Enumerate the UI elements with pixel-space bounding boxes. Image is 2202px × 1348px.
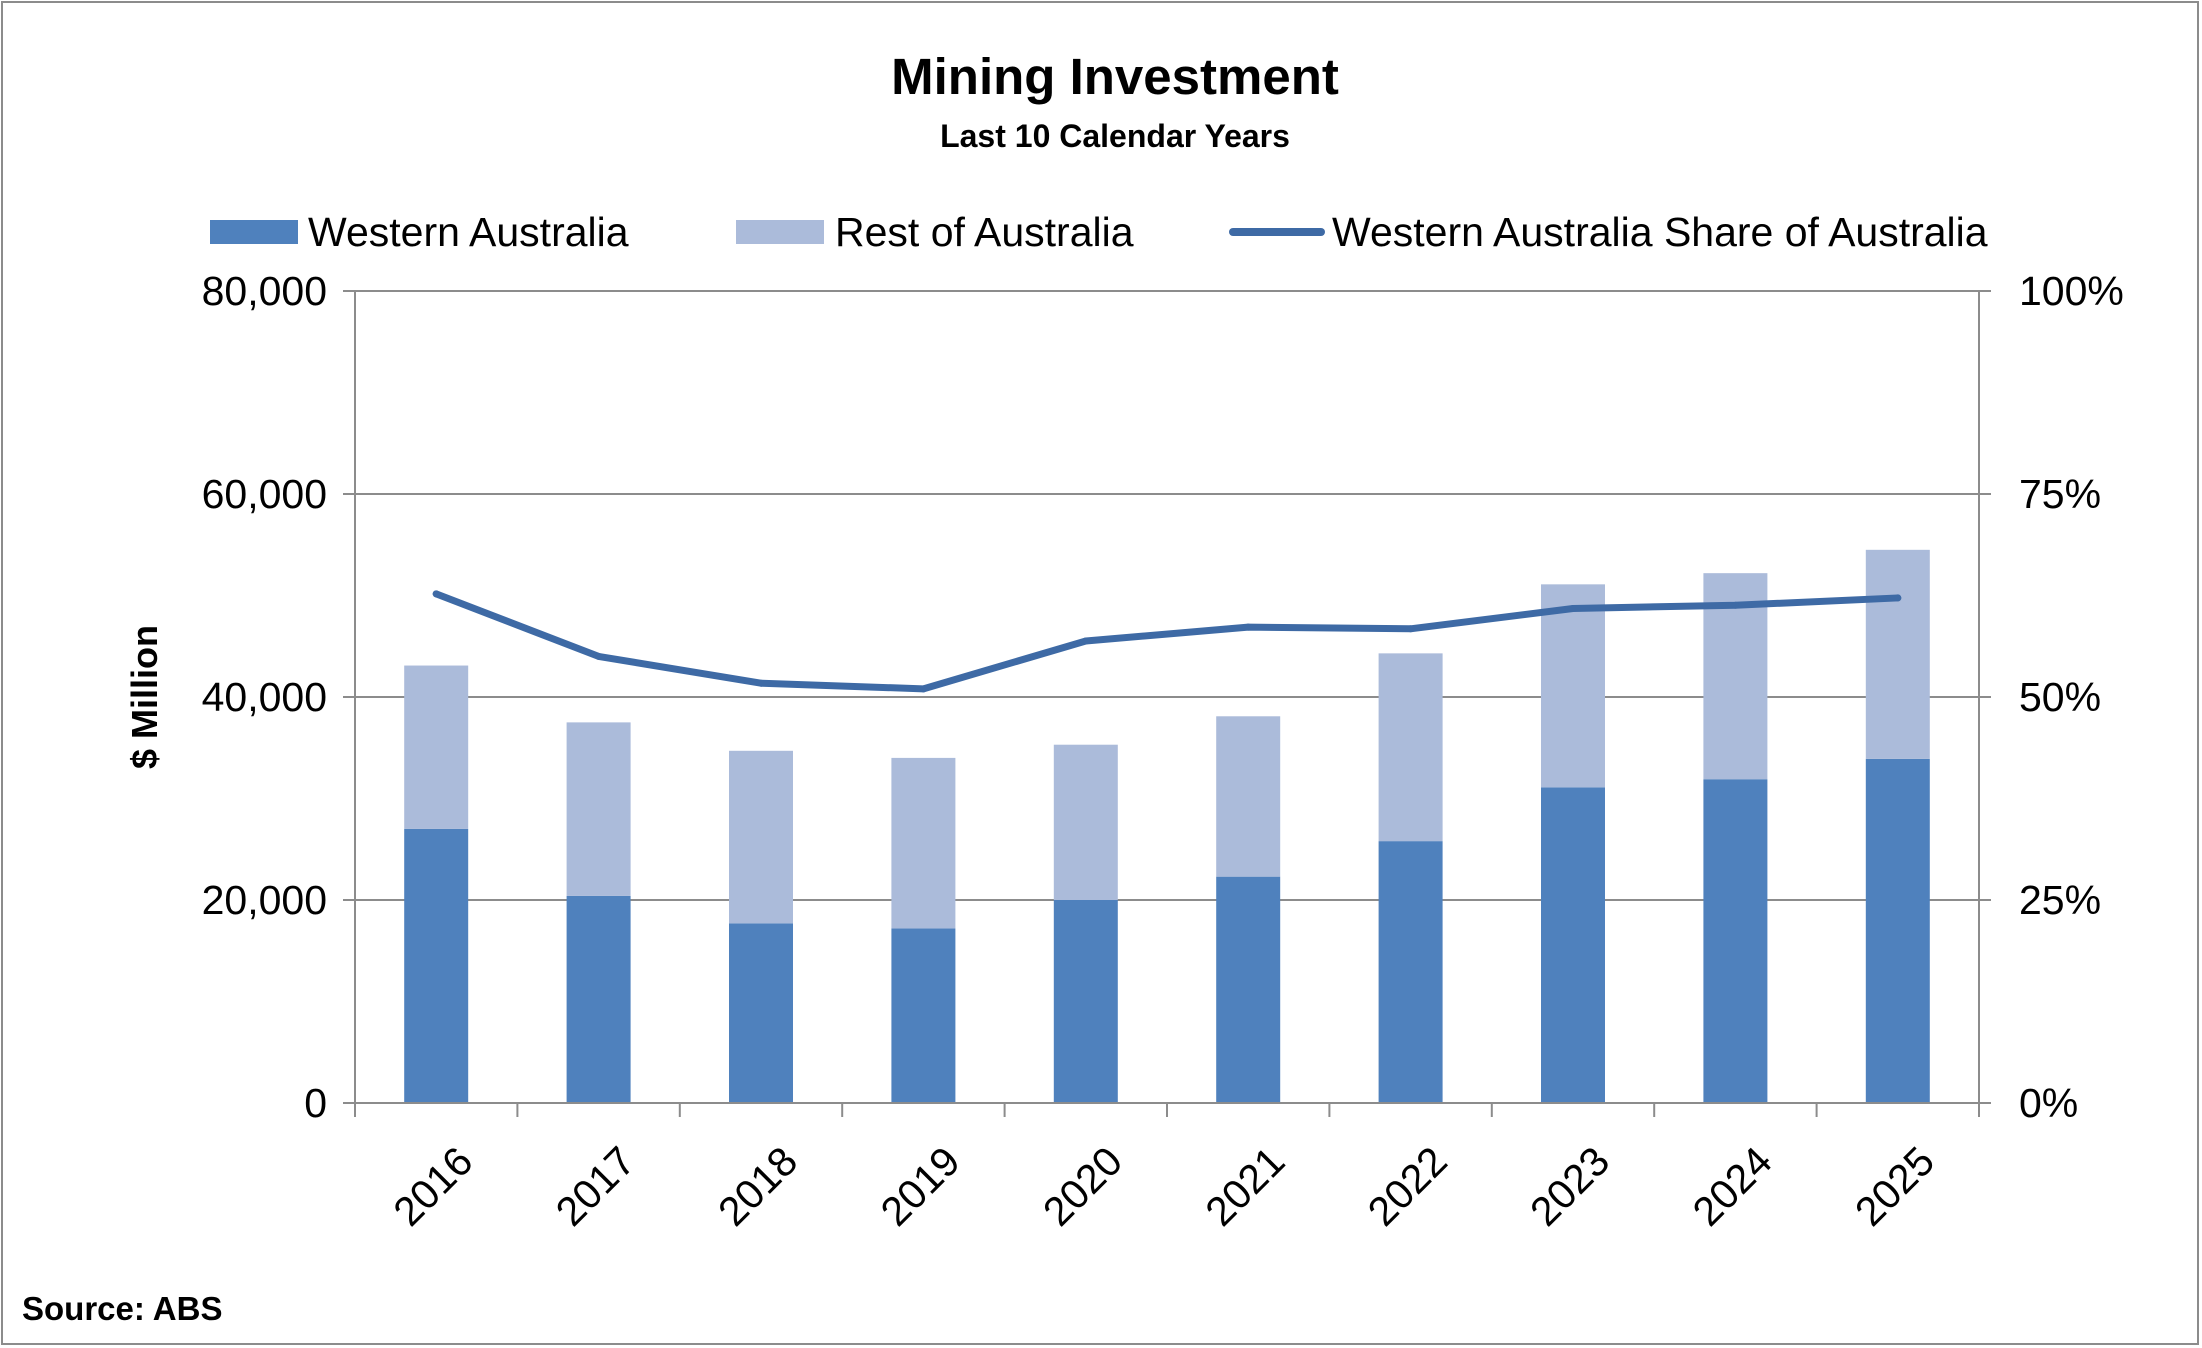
share-line bbox=[432, 590, 1902, 693]
legend-rest-of-australia-swatch bbox=[736, 220, 824, 244]
share-point-2021 bbox=[1244, 623, 1252, 631]
y2-axis-ticks: 0% 25% 50% 75% 100% bbox=[2019, 268, 2124, 1126]
y2-tick-label: 50% bbox=[2019, 674, 2101, 720]
bar-rest-of-australia-2023 bbox=[1541, 584, 1605, 788]
bar-western-australia-2023 bbox=[1541, 787, 1605, 1103]
share-point-2023 bbox=[1569, 604, 1577, 612]
chart-title: Mining Investment bbox=[891, 48, 1339, 105]
legend-wa-share-label: Western Australia Share of Australia bbox=[1332, 209, 1988, 255]
axes bbox=[343, 290, 1991, 1117]
y-axis-label: $ Million bbox=[124, 625, 165, 769]
x-tick-label: 2023 bbox=[1521, 1138, 1618, 1235]
bar-rest-of-australia-2019 bbox=[891, 757, 956, 929]
share-line-path bbox=[432, 590, 1902, 693]
x-tick-label: 2025 bbox=[1846, 1138, 1943, 1235]
legend-western-australia-label: Western Australia bbox=[308, 209, 629, 255]
bar-rest-of-australia-2025 bbox=[1865, 549, 1930, 759]
y2-tick-label: 25% bbox=[2019, 877, 2101, 923]
share-point-2022 bbox=[1407, 625, 1415, 633]
y-tick-label: 60,000 bbox=[202, 471, 327, 517]
share-point-2018 bbox=[757, 679, 765, 687]
share-point-2025 bbox=[1894, 594, 1902, 602]
source-note: Source: ABS bbox=[22, 1290, 222, 1327]
x-tick-label: 2022 bbox=[1359, 1138, 1456, 1235]
bar-western-australia-2016 bbox=[404, 828, 469, 1103]
bar-western-australia-2025 bbox=[1865, 758, 1930, 1103]
x-tick-label: 2017 bbox=[547, 1138, 644, 1235]
bar-western-australia-2024 bbox=[1703, 779, 1768, 1103]
legend: Western Australia Rest of Australia Wester… bbox=[210, 209, 1988, 255]
y-tick-label: 80,000 bbox=[202, 268, 327, 314]
x-tick-label: 2021 bbox=[1196, 1138, 1293, 1235]
x-tick-label: 2020 bbox=[1034, 1138, 1131, 1235]
x-tick-label: 2019 bbox=[872, 1138, 969, 1235]
bar-western-australia-2019 bbox=[891, 928, 956, 1103]
bar-western-australia-2021 bbox=[1216, 876, 1281, 1103]
chart-subtitle: Last 10 Calendar Years bbox=[940, 118, 1290, 154]
y-axis-ticks: 0 20,000 40,000 60,000 80,000 bbox=[202, 268, 327, 1126]
bars bbox=[404, 549, 1930, 1103]
bar-rest-of-australia-2020 bbox=[1053, 744, 1118, 900]
bar-western-australia-2018 bbox=[729, 923, 793, 1103]
bar-western-australia-2022 bbox=[1378, 841, 1443, 1103]
share-point-2017 bbox=[595, 652, 603, 660]
bar-rest-of-australia-2018 bbox=[729, 750, 793, 924]
legend-western-australia-swatch bbox=[210, 220, 298, 244]
y2-tick-label: 75% bbox=[2019, 471, 2101, 517]
share-point-2016 bbox=[432, 590, 440, 598]
x-axis-ticks: 2016 2017 2018 2019 2020 2021 2022 2023 2024 2025 bbox=[384, 1138, 1943, 1235]
share-point-2019 bbox=[919, 685, 927, 693]
bar-rest-of-australia-2022 bbox=[1378, 653, 1443, 842]
y-tick-label: 20,000 bbox=[202, 877, 327, 923]
y-tick-label: 0 bbox=[304, 1080, 327, 1126]
share-point-2024 bbox=[1731, 601, 1739, 609]
y2-tick-label: 100% bbox=[2019, 268, 2124, 314]
legend-rest-of-australia-label: Rest of Australia bbox=[835, 209, 1134, 255]
share-point-2020 bbox=[1082, 637, 1090, 645]
bar-western-australia-2017 bbox=[566, 895, 631, 1103]
y2-tick-label: 0% bbox=[2019, 1080, 2078, 1126]
x-tick-label: 2016 bbox=[384, 1138, 481, 1235]
bar-rest-of-australia-2017 bbox=[566, 722, 631, 896]
x-tick-label: 2024 bbox=[1684, 1138, 1781, 1235]
x-tick-label: 2018 bbox=[709, 1138, 806, 1235]
bar-rest-of-australia-2021 bbox=[1216, 716, 1281, 877]
y-tick-label: 40,000 bbox=[202, 674, 327, 720]
bar-rest-of-australia-2016 bbox=[404, 665, 469, 829]
bar-western-australia-2020 bbox=[1053, 900, 1118, 1103]
